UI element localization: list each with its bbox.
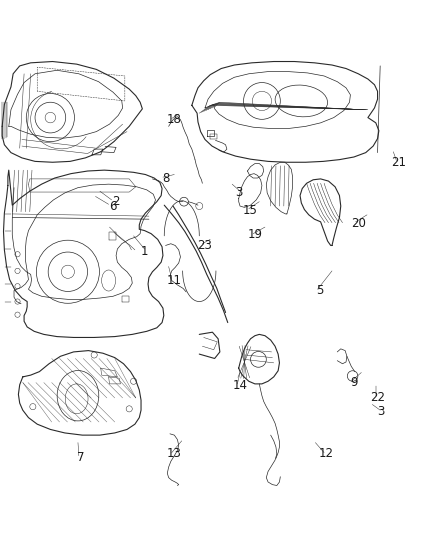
Text: 21: 21 [391, 156, 406, 169]
Text: 3: 3 [235, 187, 242, 199]
Text: 9: 9 [350, 376, 358, 389]
Text: 8: 8 [162, 172, 169, 185]
Text: 5: 5 [316, 284, 323, 297]
Text: 1: 1 [141, 245, 148, 257]
Text: 12: 12 [319, 448, 334, 461]
Text: 6: 6 [109, 199, 117, 213]
Text: 13: 13 [167, 448, 182, 461]
Text: 18: 18 [167, 114, 182, 126]
Text: 19: 19 [247, 229, 262, 241]
Text: 14: 14 [233, 379, 247, 392]
Text: 20: 20 [351, 217, 366, 230]
Text: 23: 23 [198, 239, 212, 252]
Text: 2: 2 [112, 195, 120, 208]
Text: 3: 3 [378, 406, 385, 418]
Text: 15: 15 [243, 204, 258, 217]
Text: 7: 7 [77, 450, 85, 464]
Text: 11: 11 [167, 274, 182, 287]
Text: 22: 22 [370, 391, 385, 403]
